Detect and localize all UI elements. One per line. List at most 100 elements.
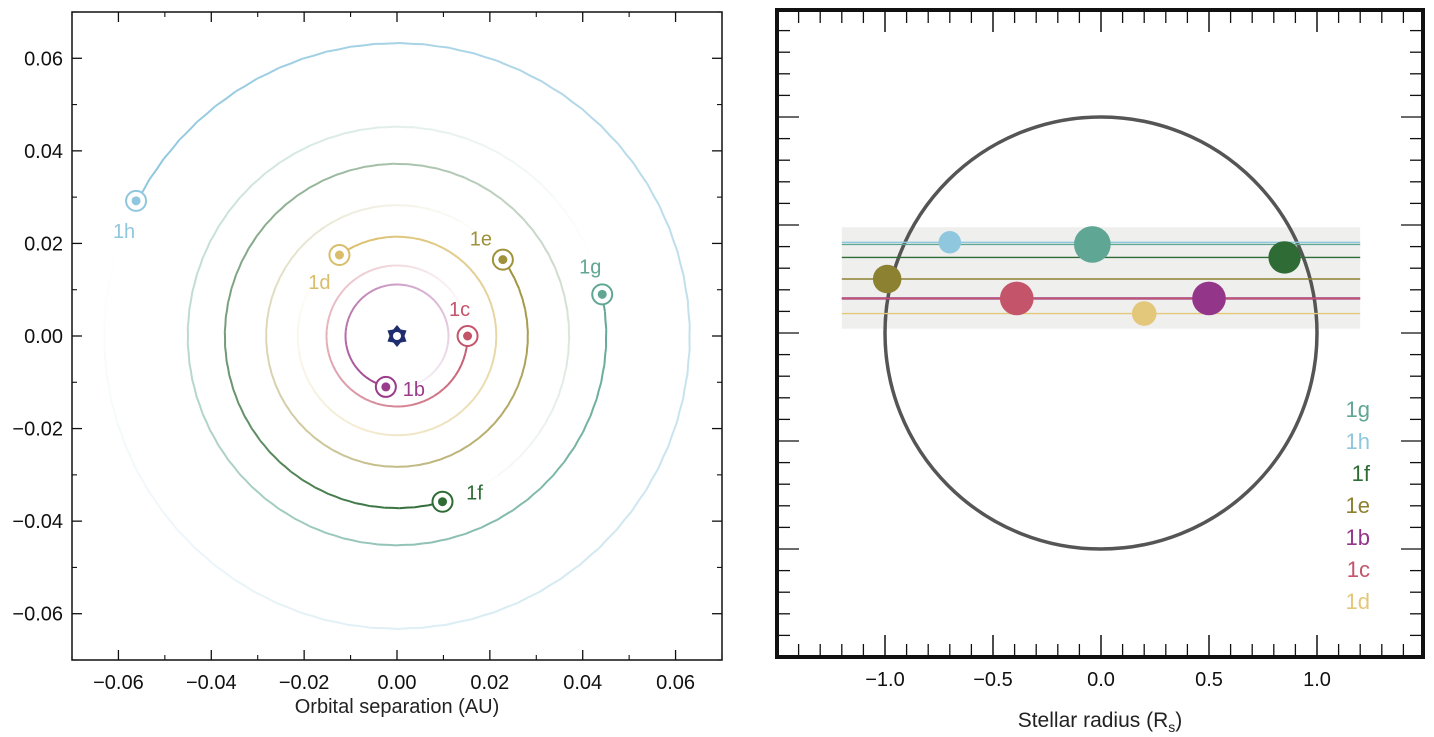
orbit-trail-segment [407, 204, 419, 208]
orbit-trail-segment [408, 384, 414, 388]
orbit-trail-segment [243, 415, 253, 430]
orbit-trail-segment [369, 289, 375, 294]
orbit-trail-segment [417, 400, 424, 405]
orbit-trail-segment [686, 300, 691, 325]
orbit-trail-segment [413, 541, 432, 546]
orbit-trail-segment [463, 261, 471, 270]
orbit-trail-segment [436, 363, 441, 369]
orbit-trail-segment [268, 363, 273, 375]
orbit-trail-segment [385, 465, 397, 468]
orbit-trail-segment [191, 379, 198, 398]
orbit-trail-segment [552, 196, 566, 212]
orbit-trail-segment [477, 384, 484, 394]
orbit-1b [344, 283, 450, 388]
planet-1c: 1c [449, 299, 479, 347]
orbit-trail-segment [235, 77, 258, 93]
orbit-trail-segment [345, 384, 352, 391]
orbit-trail-segment [325, 45, 351, 53]
orbit-trail-segment [531, 229, 543, 243]
orbit-trail-segment [498, 467, 509, 476]
orbit-trail-segment [232, 388, 240, 404]
orbit-trail-segment [595, 381, 603, 400]
orbit-trail-segment [545, 408, 554, 423]
orbit-trail-segment [279, 461, 292, 473]
orbit-trail-segment [359, 370, 364, 376]
transit-plot-frame [775, 8, 1425, 659]
orbit-trail-segment [457, 364, 463, 371]
transit-planet-1d [1131, 301, 1157, 326]
orbit-trail-segment [377, 236, 387, 240]
orbit-trail-segment [567, 338, 571, 354]
orbit-trail-segment [332, 365, 337, 372]
orbit-planets: 1b 1c 1d 1e 1f 1g 1h [113, 189, 614, 513]
orbit-trail-segment [519, 69, 543, 83]
orbit-trail-segment [492, 312, 497, 321]
orbit-trail-segment [439, 211, 451, 218]
orbit-trail-segment [225, 360, 231, 376]
orbit-trail-segment [346, 348, 350, 354]
orbit-trail-segment [335, 169, 351, 176]
orbit-trail-segment [196, 105, 217, 124]
orbit-trail-segment [201, 413, 211, 431]
orbit-trail-segment [399, 506, 414, 510]
orbit-trail-segment [358, 272, 365, 278]
orbit-trail-segment [358, 426, 368, 432]
x-tick-label: −0.02 [279, 672, 330, 694]
orbit-trail-segment [344, 282, 351, 289]
orbit-trail-segment [378, 125, 397, 129]
orbit-trail-segment [364, 163, 379, 168]
planet-1f: 1f [431, 483, 483, 513]
orbit-trail-segment [432, 274, 439, 280]
orbit-trail-segment [445, 322, 449, 328]
orbit-trail-segment [369, 237, 379, 242]
transit-planet-1b [1192, 281, 1226, 316]
orbit-trail-segment [124, 445, 137, 470]
orbit-trail-segment [686, 349, 691, 375]
orbit-trail-segment [559, 280, 566, 296]
transit-planet-1c [999, 281, 1034, 316]
orbit-trail-segment [343, 419, 353, 426]
orbit-trail-segment [469, 437, 480, 446]
orbit-trail-segment [309, 383, 316, 392]
orbit-trail-segment [682, 275, 689, 301]
orbit-plot-ticks: −0.06 −0.04 −0.02 0.00 0.02 0.04 0.06 −0.06 −0.0… [12, 11, 723, 694]
orbit-trail-segment [375, 266, 382, 270]
orbit-trail-segment [378, 543, 396, 547]
orbit-trail-segment [582, 415, 592, 433]
orbit-trail-segment [464, 347, 468, 354]
transit-planet-1h [938, 231, 962, 254]
orbit-trail-segment [247, 235, 258, 250]
orbit-trail-segment [512, 208, 525, 220]
orbit-trail-segment [668, 227, 679, 252]
orbit-trail-segment [217, 444, 230, 461]
orbit-trail-segment [440, 310, 445, 315]
orbit-trail-segment [259, 439, 271, 453]
orbit-trail-segment [520, 364, 526, 376]
x-tick-label: 1.0 [1303, 669, 1331, 691]
orbit-trail-segment [454, 410, 463, 418]
stellar-disk [883, 115, 1319, 551]
orbit-trail-segment [406, 403, 413, 407]
orbit-trail-segment [497, 509, 514, 521]
orbit-trail-segment [336, 414, 345, 422]
orbit-trail-segment [539, 474, 554, 490]
orbit-trail-segment [274, 203, 287, 215]
orbit-trail-segment [110, 252, 116, 276]
orbit-trail-segment [305, 375, 311, 385]
orbit-trail-segment [374, 463, 386, 468]
orbit-trail-segment [230, 274, 237, 290]
orbit-trail-segment [446, 326, 450, 332]
y-tick-label: −0.06 [12, 604, 63, 626]
orbit-trail-segment [493, 413, 503, 424]
orbit-trail-segment [353, 364, 358, 369]
orbit-trail-segment [285, 194, 299, 206]
orbit-trail-segment [331, 301, 336, 309]
orbit-trail-segment [424, 43, 450, 49]
orbit-trail-segment [421, 623, 447, 629]
orbit-trail-segment [358, 296, 364, 302]
orbit-trail-segment [195, 257, 204, 276]
orbit-trail-segment [369, 378, 375, 383]
y-tick-label: 0.06 [24, 48, 63, 70]
orbit-trail-segment [227, 288, 233, 304]
orbit-trail-segment [448, 46, 474, 55]
